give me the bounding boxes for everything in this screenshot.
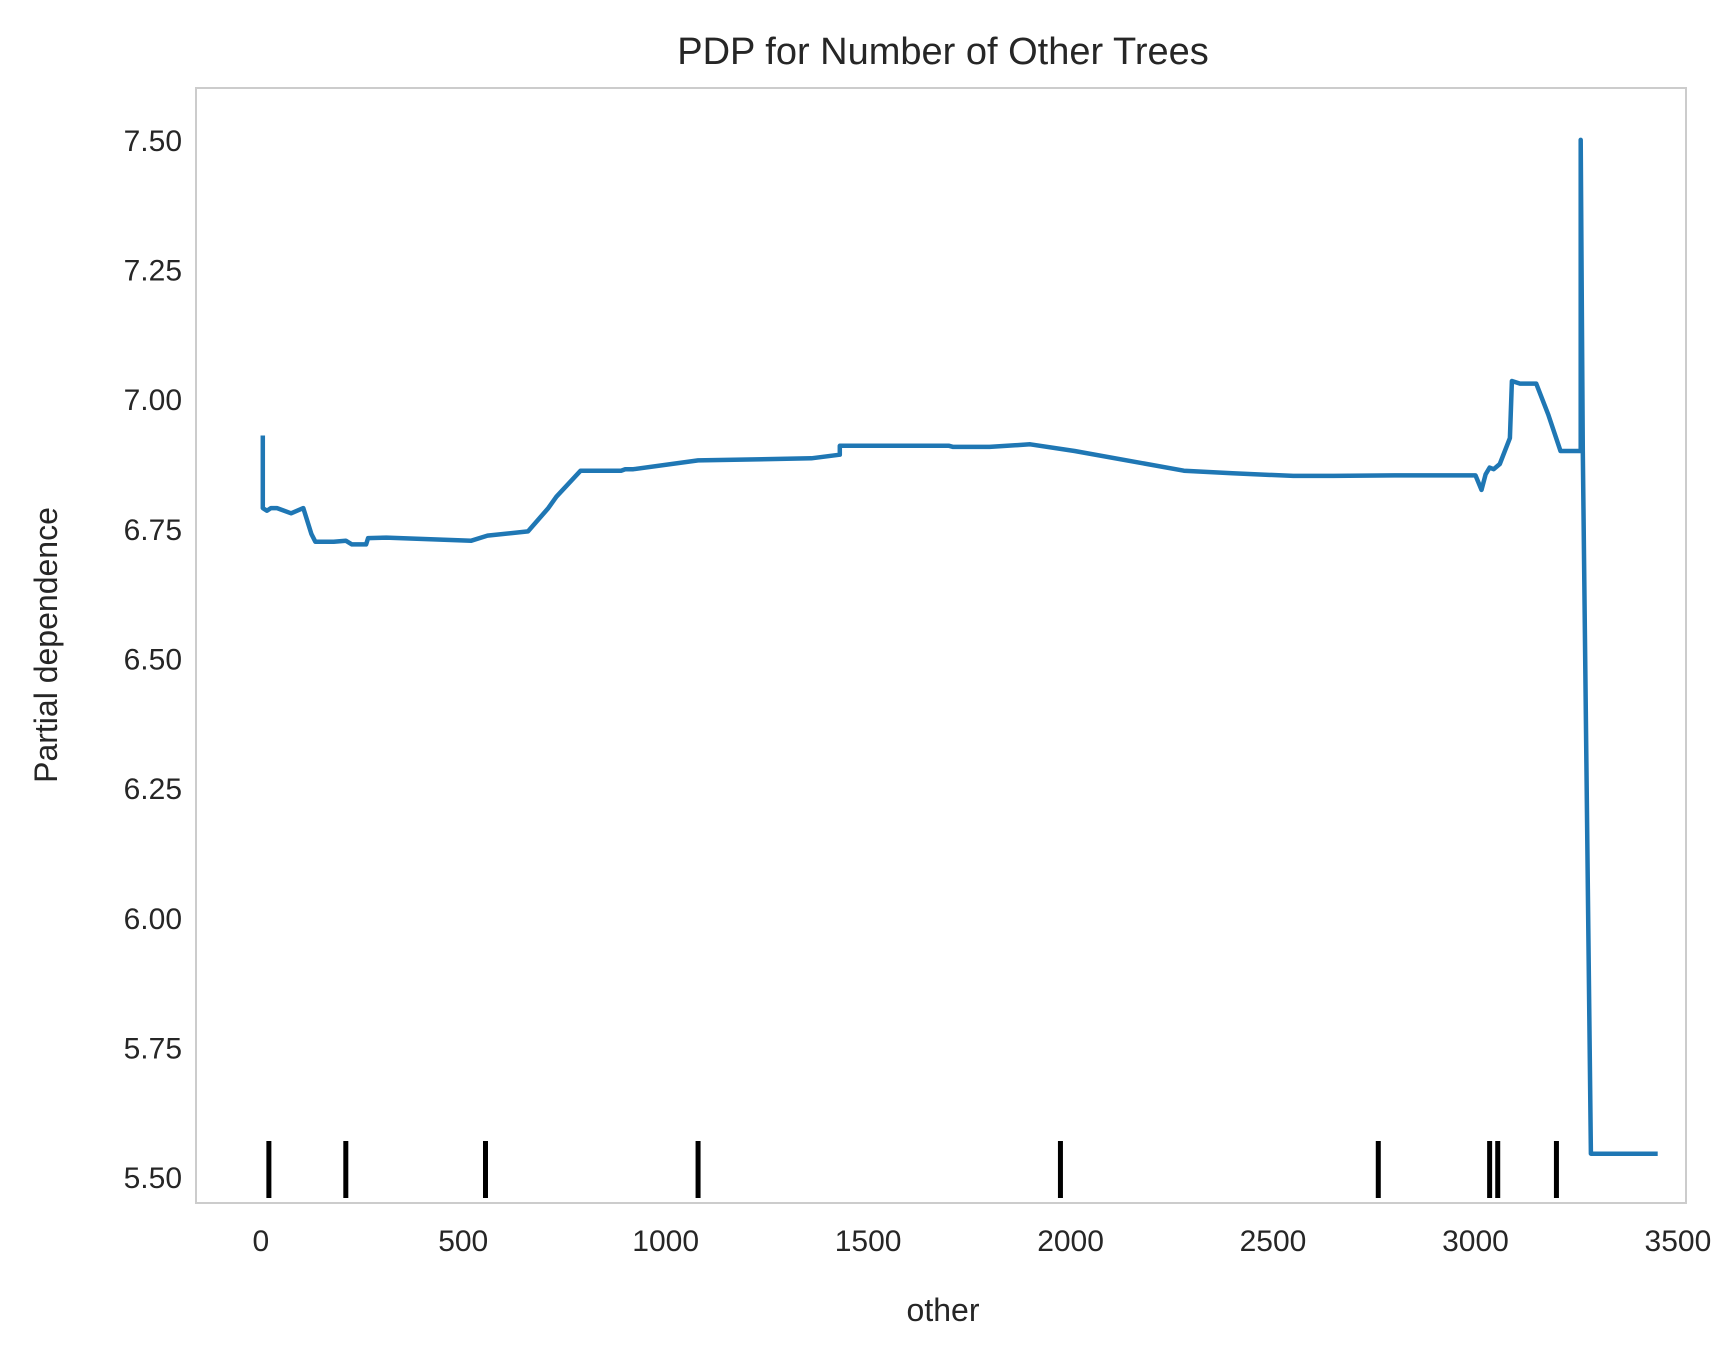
axes-frame <box>195 87 1687 1204</box>
chart-title: PDP for Number of Other Trees <box>677 31 1209 73</box>
y-tick-label: 7.50 <box>124 125 182 158</box>
plot-area <box>195 87 1687 1204</box>
y-tick-label: 6.00 <box>124 903 182 936</box>
x-tick-label: 3500 <box>1645 1225 1712 1258</box>
y-tick-label: 5.75 <box>124 1032 182 1065</box>
x-tick-label: 500 <box>438 1225 488 1258</box>
rug-marks <box>266 1141 1559 1198</box>
x-tick-label: 2500 <box>1240 1225 1307 1258</box>
x-tick-label: 1500 <box>835 1225 902 1258</box>
x-tick-label: 2000 <box>1037 1225 1104 1258</box>
x-tick-label: 0 <box>252 1225 269 1258</box>
y-axis-label: Partial dependence <box>28 507 64 783</box>
x-tick-label: 1000 <box>632 1225 699 1258</box>
y-tick-label: 5.50 <box>124 1162 182 1195</box>
partial-dependence-line <box>260 137 1658 1156</box>
y-tick-label: 7.00 <box>124 384 182 417</box>
x-axis-ticks: 0 500 1000 1500 2000 2500 3000 3500 <box>252 1225 1711 1258</box>
y-tick-label: 6.50 <box>124 643 182 676</box>
y-tick-label: 6.75 <box>124 514 182 547</box>
x-tick-label: 3000 <box>1442 1225 1509 1258</box>
y-tick-label: 7.25 <box>124 255 182 288</box>
y-tick-label: 6.25 <box>124 773 182 806</box>
x-axis-label: other <box>907 1292 980 1328</box>
y-axis-ticks: 5.50 5.75 6.00 6.25 6.50 6.75 7.00 7.25 7.50 <box>124 125 182 1195</box>
